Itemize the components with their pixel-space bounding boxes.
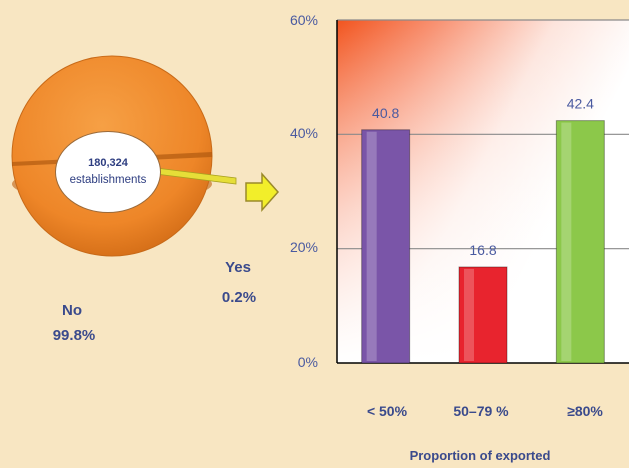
no-value: 99.8% bbox=[52, 327, 96, 344]
pie-center-unit: establishments bbox=[69, 173, 147, 186]
y-tick-20: 20% bbox=[289, 239, 318, 255]
no-label: No bbox=[62, 302, 82, 319]
category-label-lt50: < 50% bbox=[366, 403, 408, 419]
bar-1 bbox=[458, 266, 508, 364]
bar-value-label-1: 16.8 bbox=[469, 242, 496, 258]
y-tick-60: 60% bbox=[289, 12, 318, 28]
y-tick-0: 0% bbox=[297, 354, 318, 370]
category-label-50-79: 50–79 % bbox=[453, 403, 509, 419]
category-label-gte80: ≥80% bbox=[567, 403, 603, 419]
y-tick-40: 40% bbox=[289, 125, 318, 141]
pie-center-label: 180,324 establishments bbox=[55, 131, 161, 213]
arrow-right-icon bbox=[245, 172, 280, 212]
yes-label: Yes bbox=[225, 259, 251, 276]
x-axis-title: Proportion of exported bbox=[409, 448, 551, 463]
bar-value-label-2: 42.4 bbox=[567, 96, 594, 112]
yes-value: 0.2% bbox=[221, 289, 257, 306]
bar-highlight-0 bbox=[366, 131, 377, 361]
bar-highlight-1 bbox=[464, 268, 474, 361]
bar-value-label-0: 40.8 bbox=[372, 105, 399, 121]
bars-layer: 40.8 16.8 42.4 bbox=[361, 96, 605, 364]
bar-0 bbox=[361, 129, 411, 364]
bar-highlight-2 bbox=[561, 122, 572, 361]
bar-2 bbox=[555, 120, 605, 364]
pie-center-count: 180,324 bbox=[88, 157, 128, 170]
